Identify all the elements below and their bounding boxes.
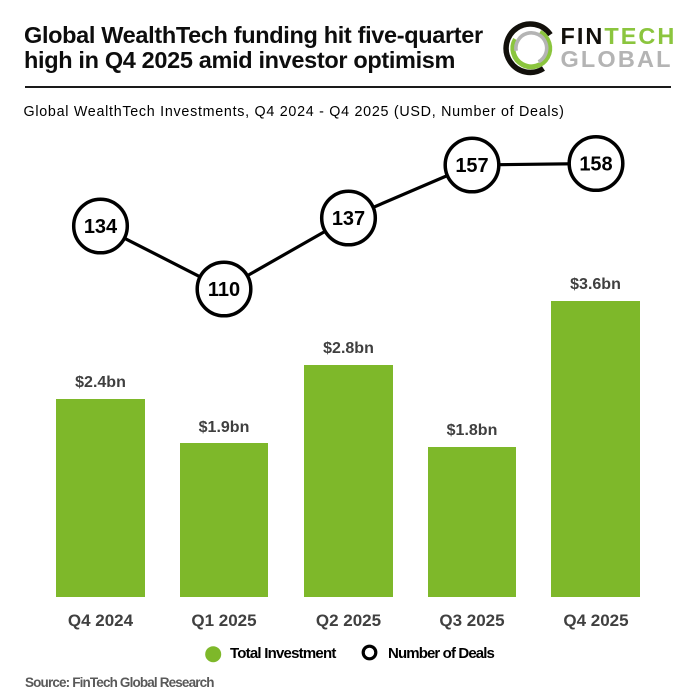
svg-text:110: 110 <box>208 279 240 301</box>
svg-text:158: 158 <box>579 154 612 176</box>
svg-text:134: 134 <box>84 216 118 238</box>
svg-text:157: 157 <box>455 155 488 177</box>
svg-text:137: 137 <box>332 208 365 230</box>
